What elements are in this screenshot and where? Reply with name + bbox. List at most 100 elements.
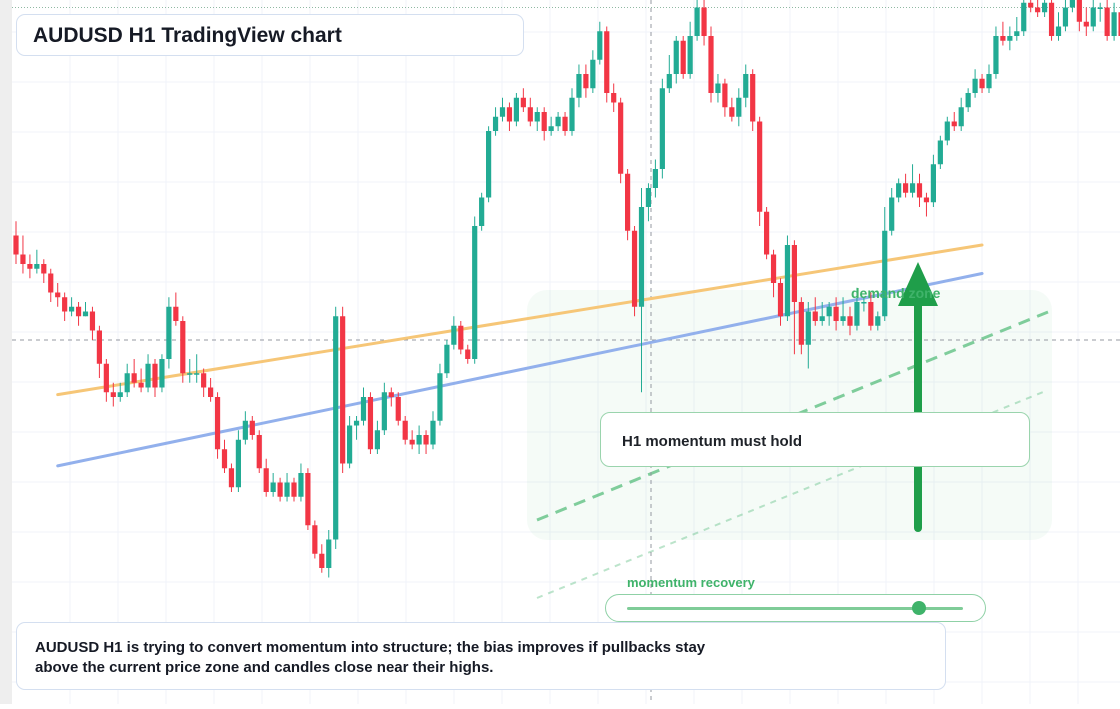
candle-body: [499, 107, 506, 117]
candle-body: [1097, 7, 1103, 9]
candle-body: [298, 473, 304, 497]
candle: [743, 64, 749, 108]
candle: [381, 382, 387, 435]
candle: [367, 392, 374, 454]
candle: [110, 382, 116, 407]
candle: [979, 74, 985, 93]
candle-body: [451, 325, 457, 345]
candle: [138, 368, 144, 393]
candle: [374, 420, 380, 454]
candle: [812, 297, 818, 326]
candle: [1090, 0, 1096, 32]
candle-body: [861, 302, 867, 304]
candle-body: [951, 121, 957, 127]
candle-body: [1069, 0, 1075, 8]
candle-body: [625, 173, 631, 231]
candle-body: [492, 116, 499, 131]
candle: [221, 439, 228, 473]
trendline-upper: [56, 243, 984, 397]
candle-body: [534, 112, 540, 122]
candle: [604, 26, 610, 103]
candle-body: [173, 306, 179, 321]
candle: [409, 430, 415, 450]
candle: [347, 416, 353, 469]
candle: [868, 292, 874, 331]
candle-body: [277, 482, 283, 497]
candle-body: [1000, 36, 1006, 41]
candle: [319, 544, 325, 573]
candle: [889, 188, 895, 236]
candle: [701, 0, 707, 46]
candle-body: [715, 83, 721, 93]
momentum-slider[interactable]: [605, 594, 986, 622]
candle-body: [833, 306, 839, 321]
candle-body: [48, 273, 54, 293]
candle: [340, 306, 346, 473]
candle: [430, 411, 436, 450]
candle: [805, 302, 811, 369]
candle: [923, 192, 930, 217]
candle-body: [520, 97, 526, 108]
candle-body: [1118, 12, 1120, 36]
candle-body: [479, 197, 485, 226]
candle: [1069, 0, 1075, 13]
candle: [562, 112, 568, 136]
candle-body: [638, 207, 645, 307]
candle: [506, 102, 513, 131]
slider-handle[interactable]: [912, 601, 927, 615]
candle: [611, 83, 617, 112]
candle-body: [124, 373, 130, 393]
candle: [27, 254, 33, 279]
candle: [764, 207, 770, 260]
candle-body: [284, 482, 290, 497]
candle: [208, 378, 214, 402]
candle: [256, 430, 262, 473]
candle: [214, 392, 221, 459]
candle: [326, 530, 332, 578]
candle: [673, 36, 679, 84]
candle: [131, 359, 137, 388]
candle-body: [791, 245, 797, 302]
candle: [173, 292, 179, 326]
candle: [166, 297, 172, 369]
candle-body: [1007, 36, 1013, 41]
candle: [96, 325, 102, 378]
candle: [298, 463, 304, 502]
trendline-lower: [56, 272, 984, 468]
candle: [520, 88, 526, 112]
candle: [687, 21, 693, 79]
candle-body: [923, 197, 930, 203]
candle-body: [909, 183, 916, 193]
candle-body: [868, 302, 874, 326]
candle: [534, 107, 540, 131]
candle-body: [13, 235, 19, 255]
candle-body: [847, 316, 853, 326]
candle: [541, 107, 547, 141]
candle: [1062, 0, 1069, 32]
candle: [930, 154, 936, 207]
candle-body: [166, 306, 172, 359]
candle: [479, 192, 485, 231]
candle: [833, 297, 839, 331]
candle-body: [1048, 2, 1055, 36]
candle: [986, 64, 992, 93]
candle: [729, 97, 735, 122]
candle: [41, 259, 47, 283]
demand-zone-label: demand zone: [851, 285, 941, 301]
candle-body: [819, 316, 825, 321]
candle-body: [805, 311, 811, 345]
candle-body: [687, 36, 693, 74]
candle-body: [1021, 2, 1027, 32]
candle-body: [62, 297, 68, 312]
slider-track[interactable]: [627, 607, 963, 610]
candle-body: [680, 40, 686, 74]
candle-body: [903, 183, 909, 193]
candle-body: [69, 306, 75, 312]
candle: [513, 93, 519, 127]
candle-body: [89, 311, 96, 331]
chart-title: AUDUSD H1 TradingView chart: [33, 24, 342, 47]
candle-body: [937, 140, 943, 165]
arrow-head: [898, 262, 938, 306]
